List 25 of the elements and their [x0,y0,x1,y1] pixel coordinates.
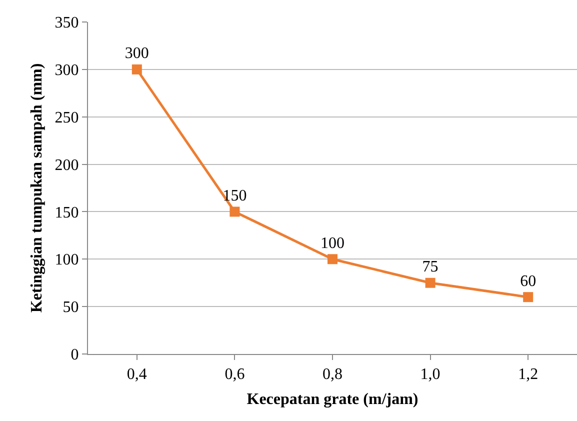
data-label: 300 [124,45,149,62]
y-tick-label: 150 [54,204,79,222]
x-tick-label: 0,4 [126,366,147,384]
y-tick-label: 250 [54,109,79,126]
x-tick-label: 0,8 [322,366,342,384]
data-label: 75 [422,258,438,276]
x-axis-title: Kecepatan grate (m/jam) [246,390,418,408]
point [230,206,240,217]
point [132,64,142,74]
point [328,254,338,264]
y-tick-label: 100 [54,252,79,269]
y-tick-label: 0 [70,346,79,364]
y-tick-label: 350 [54,14,79,32]
y-tick-label: 50 [62,299,79,316]
y-axis-title: Ketinggian tumpukan sampah (mm) [28,63,46,313]
point [425,278,436,288]
x-tick-label: 1,0 [420,366,440,384]
x-tick-label: 0,6 [224,366,245,384]
x-tick-label: 1,2 [518,366,538,384]
data-label: 60 [520,272,536,290]
point [523,292,534,302]
data-label: 150 [222,187,247,204]
y-tick-label: 300 [54,62,79,80]
data-label: 100 [320,234,344,252]
y-tick-label: 200 [54,156,79,174]
